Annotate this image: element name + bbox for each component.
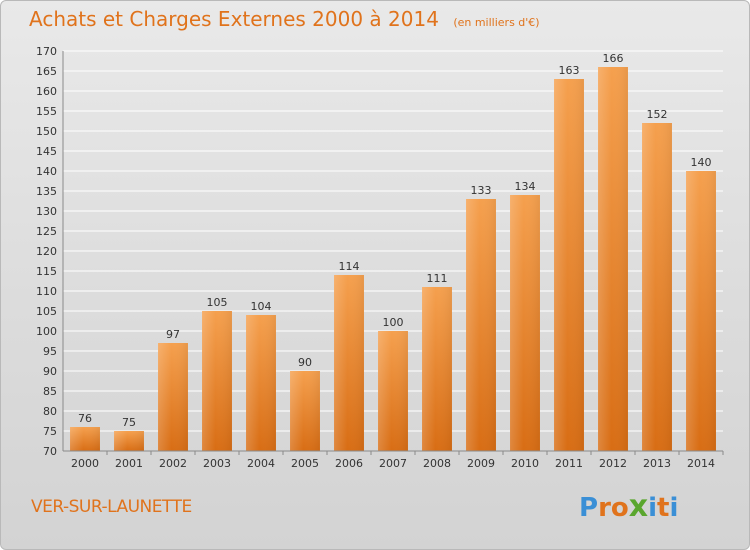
y-tick-label: 90	[43, 365, 57, 378]
y-tick-label: 105	[36, 305, 57, 318]
y-tick-label: 70	[43, 445, 57, 458]
data-label: 114	[339, 260, 360, 273]
x-tick-label: 2010	[511, 457, 539, 470]
y-tick-label: 130	[36, 205, 57, 218]
x-tick-label: 2005	[291, 457, 319, 470]
y-tick-label: 115	[36, 265, 57, 278]
data-label: 111	[427, 272, 448, 285]
data-label: 75	[122, 416, 136, 429]
proxiti-logo: Proxiti	[579, 489, 678, 524]
bar-shine	[334, 275, 364, 451]
x-tick-label: 2006	[335, 457, 363, 470]
bar-shine	[158, 343, 188, 451]
data-label: 140	[691, 156, 712, 169]
logo-letter: x	[628, 489, 649, 524]
data-label: 166	[603, 52, 624, 65]
x-tick-label: 2014	[687, 457, 715, 470]
bar-shine	[642, 123, 672, 451]
x-tick-label: 2002	[159, 457, 187, 470]
y-tick-label: 135	[36, 185, 57, 198]
x-tick-label: 2003	[203, 457, 231, 470]
chart-title-block: Achats et Charges Externes 2000 à 2014 (…	[29, 7, 540, 31]
x-tick-label: 2004	[247, 457, 275, 470]
data-label: 100	[383, 316, 404, 329]
logo-letter: i	[648, 493, 658, 523]
y-tick-label: 160	[36, 85, 57, 98]
data-label: 97	[166, 328, 180, 341]
y-tick-label: 155	[36, 105, 57, 118]
y-tick-label: 75	[43, 425, 57, 438]
axes: 70 75 80 85 90 95 100 105 110 115 120 125 130 135 140 1…	[36, 45, 724, 470]
bar-shine	[114, 431, 144, 451]
logo-letter: P	[579, 493, 599, 523]
y-tick-label: 140	[36, 165, 57, 178]
data-label: 163	[559, 64, 580, 77]
town-name: VER-SUR-LAUNETTE	[31, 497, 192, 517]
x-tick-label: 2001	[115, 457, 143, 470]
y-tick-label: 170	[36, 45, 57, 58]
x-tick-label: 2009	[467, 457, 495, 470]
y-tick-label: 85	[43, 385, 57, 398]
y-tick-label: 165	[36, 65, 57, 78]
bar-shine	[686, 171, 716, 451]
data-label: 134	[515, 180, 536, 193]
x-tick-label: 2011	[555, 457, 583, 470]
x-tick-label: 2007	[379, 457, 407, 470]
bar-shine	[70, 427, 100, 451]
logo-letter: o	[610, 493, 629, 523]
x-tick-label: 2013	[643, 457, 671, 470]
y-tick-label: 95	[43, 345, 57, 358]
y-tick-label: 145	[36, 145, 57, 158]
y-tick-label: 110	[36, 285, 57, 298]
chart-title: Achats et Charges Externes 2000 à 2014	[29, 7, 439, 31]
data-label: 76	[78, 412, 92, 425]
bar-shine	[202, 311, 232, 451]
data-label: 104	[251, 300, 272, 313]
bar-shine	[466, 199, 496, 451]
data-label: 105	[207, 296, 228, 309]
bar-shine	[290, 371, 320, 451]
y-tick-label: 150	[36, 125, 57, 138]
x-tick-label: 2000	[71, 457, 99, 470]
y-tick-label: 80	[43, 405, 57, 418]
logo-letter: r	[598, 493, 611, 523]
data-label: 133	[471, 184, 492, 197]
data-label: 152	[647, 108, 668, 121]
bar-shine	[378, 331, 408, 451]
bar-shine	[598, 67, 628, 451]
bar-shine	[510, 195, 540, 451]
data-label: 90	[298, 356, 312, 369]
x-tick-label: 2008	[423, 457, 451, 470]
logo-letter: t	[657, 493, 670, 523]
y-tick-label: 100	[36, 325, 57, 338]
y-tick-label: 120	[36, 245, 57, 258]
bars: 76 75 97 105 104 90 114 100 111 133 134 163 166 152 14…	[70, 52, 716, 451]
chart-subtitle: (en milliers d'€)	[453, 16, 540, 29]
logo-letter: i	[669, 493, 679, 523]
bar-shine	[554, 79, 584, 451]
x-tick-label: 2012	[599, 457, 627, 470]
bar-shine	[422, 287, 452, 451]
y-tick-label: 125	[36, 225, 57, 238]
bar-shine	[246, 315, 276, 451]
